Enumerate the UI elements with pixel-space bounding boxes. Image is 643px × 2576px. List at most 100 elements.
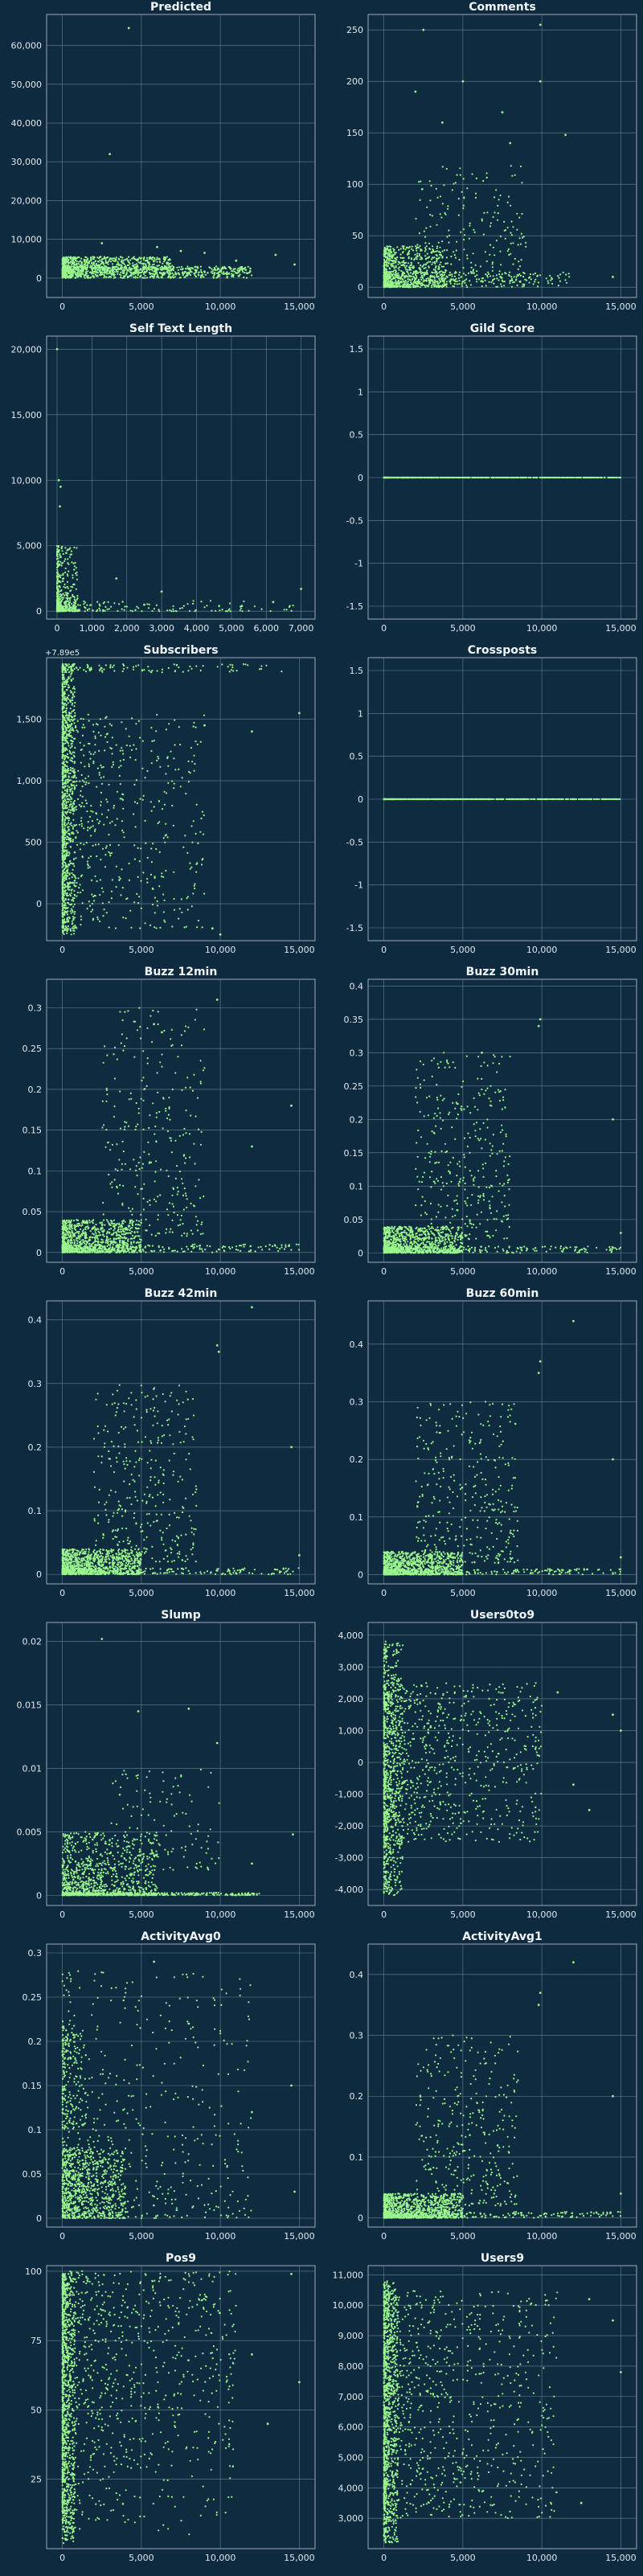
data-point xyxy=(68,601,69,602)
data-point xyxy=(69,773,71,774)
data-point xyxy=(421,266,423,268)
data-point xyxy=(68,899,69,900)
data-point xyxy=(206,605,207,606)
data-point xyxy=(211,271,212,273)
data-point xyxy=(409,266,411,268)
data-point xyxy=(410,281,412,283)
data-point xyxy=(517,477,518,478)
data-point xyxy=(445,270,447,272)
data-point xyxy=(412,276,414,277)
data-point xyxy=(508,254,510,256)
data-point xyxy=(65,273,67,274)
data-point xyxy=(157,256,158,258)
data-point xyxy=(420,269,421,271)
data-point xyxy=(73,601,75,603)
data-point xyxy=(387,263,389,265)
data-point xyxy=(57,590,59,592)
data-point xyxy=(72,678,74,679)
data-point xyxy=(383,279,385,281)
data-point xyxy=(63,560,65,562)
data-point xyxy=(418,267,420,269)
data-point xyxy=(68,684,69,686)
y-tick-label: 40,000 xyxy=(11,118,43,129)
data-point xyxy=(69,872,71,874)
chart-title: Comments xyxy=(469,1,536,14)
data-point xyxy=(422,277,424,279)
data-point xyxy=(434,263,436,265)
data-point xyxy=(62,696,63,698)
data-point xyxy=(69,556,71,558)
data-point xyxy=(437,197,439,199)
data-point xyxy=(56,549,58,551)
data-point xyxy=(454,280,456,281)
data-point xyxy=(56,594,58,596)
data-point xyxy=(501,477,502,478)
data-point xyxy=(141,277,143,278)
data-point xyxy=(121,268,122,269)
data-point xyxy=(72,828,74,830)
data-point xyxy=(68,564,69,565)
data-point xyxy=(458,198,460,199)
x-tick-label: 4,000 xyxy=(184,623,210,634)
data-point xyxy=(428,277,429,279)
data-point xyxy=(489,275,491,277)
data-point xyxy=(109,267,111,269)
data-point xyxy=(68,819,70,821)
data-point xyxy=(516,213,518,215)
data-point xyxy=(500,283,502,285)
data-point xyxy=(421,188,423,190)
data-point xyxy=(436,188,437,190)
data-point xyxy=(63,850,64,851)
data-point xyxy=(444,271,446,273)
data-point xyxy=(182,268,184,269)
data-point xyxy=(215,265,217,267)
data-point xyxy=(73,833,75,835)
data-point xyxy=(441,240,443,242)
data-point xyxy=(80,265,81,266)
data-point xyxy=(180,250,182,252)
data-point xyxy=(211,269,213,270)
data-point xyxy=(67,669,68,671)
data-point xyxy=(71,798,72,800)
data-point xyxy=(487,276,489,277)
data-point xyxy=(239,273,240,275)
data-point xyxy=(499,276,501,277)
data-point xyxy=(155,267,157,269)
data-point xyxy=(165,266,166,268)
data-point xyxy=(88,261,89,263)
data-point xyxy=(426,280,428,281)
data-point xyxy=(148,607,149,609)
data-point xyxy=(435,267,436,269)
data-point xyxy=(563,477,565,478)
data-point xyxy=(463,239,465,240)
data-point xyxy=(59,603,61,605)
data-point xyxy=(244,268,245,269)
data-point xyxy=(392,285,394,287)
data-point xyxy=(104,257,106,259)
data-point xyxy=(120,272,121,273)
data-point xyxy=(454,254,456,256)
data-point xyxy=(62,822,63,823)
data-point xyxy=(193,273,195,274)
data-point xyxy=(62,266,63,268)
data-point xyxy=(426,271,428,273)
data-point xyxy=(62,277,63,278)
data-point xyxy=(459,272,461,273)
data-point xyxy=(65,904,67,906)
data-point xyxy=(429,278,431,280)
data-point xyxy=(550,477,551,478)
points-layer xyxy=(383,477,622,478)
data-point xyxy=(417,272,419,273)
data-point xyxy=(402,477,403,478)
data-point xyxy=(62,745,63,747)
data-point xyxy=(62,679,63,680)
data-point xyxy=(65,710,67,712)
data-point xyxy=(96,269,98,270)
data-point xyxy=(509,142,511,145)
data-point xyxy=(94,265,96,266)
data-point xyxy=(476,278,477,280)
data-point xyxy=(82,273,84,275)
data-point xyxy=(170,277,172,278)
